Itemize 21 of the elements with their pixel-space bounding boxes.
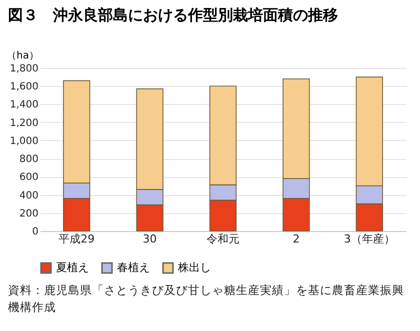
- x-tick-label: 平成29: [58, 232, 95, 246]
- x-tick-label: 2: [292, 232, 300, 246]
- x-tick-label: 30: [142, 232, 157, 246]
- text: 資料：鹿児島県「さとうきび及び甘しゃ糖生産実績」を基に農畜産業振興機構作成: [8, 282, 405, 316]
- y-axis-title: （ha）: [6, 50, 39, 62]
- y-tick-label: 1,000: [10, 136, 38, 147]
- x-tick-label: 令和元: [206, 232, 240, 246]
- y-tick-label: 200: [19, 208, 38, 220]
- y-tick-label: 1,600: [10, 82, 38, 93]
- y-tick-label: 800: [19, 154, 38, 166]
- y-tick-label: 400: [19, 190, 38, 202]
- legend-label: 春植え: [117, 261, 150, 274]
- chart-title: 図３ 沖永良部島における作型別栽培面積の推移: [7, 5, 339, 26]
- y-tick-label: 600: [19, 172, 38, 184]
- y-tick-label: 1,200: [10, 118, 38, 129]
- y-tick-label: 0: [32, 226, 38, 238]
- legend-label: 株出し: [177, 261, 211, 274]
- y-tick-label: 1,400: [10, 100, 38, 111]
- legend-label: 夏植え: [56, 261, 89, 274]
- x-tick-label: 3（年産）: [344, 232, 395, 246]
- y-tick-label: 1,800: [10, 64, 38, 74]
